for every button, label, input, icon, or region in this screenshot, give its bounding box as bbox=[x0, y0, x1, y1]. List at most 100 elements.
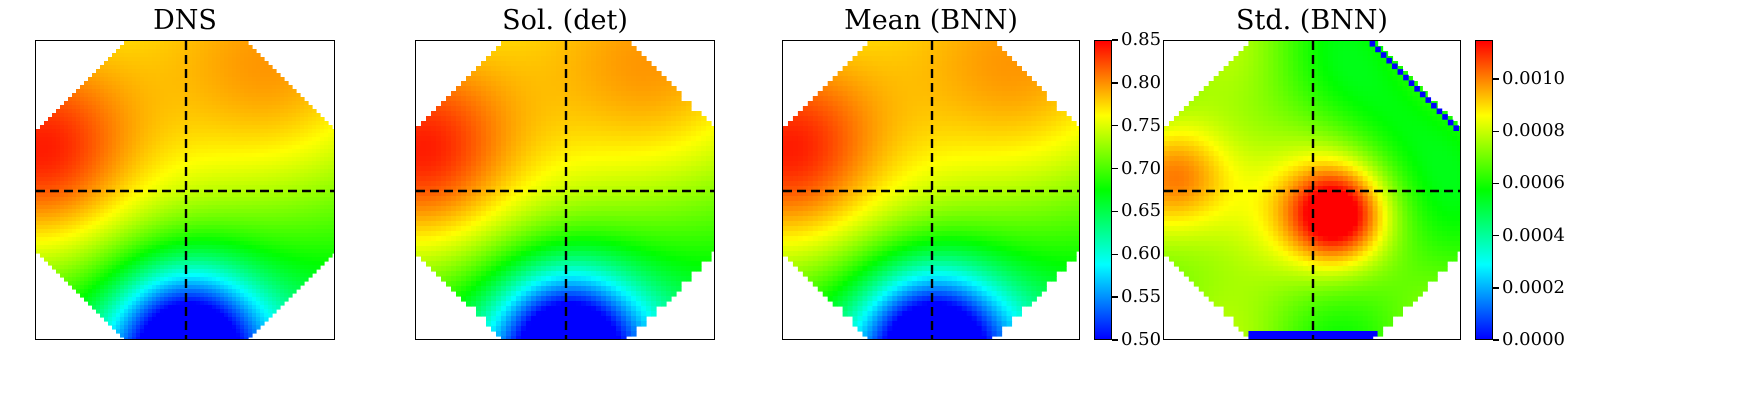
field-cell bbox=[124, 57, 129, 62]
field-cell bbox=[52, 165, 57, 170]
field-cell bbox=[324, 165, 329, 170]
field-cell bbox=[116, 241, 121, 246]
field-cell bbox=[140, 73, 145, 78]
field-cell bbox=[92, 293, 97, 298]
field-cell bbox=[92, 289, 97, 294]
field-cell bbox=[152, 317, 157, 322]
field-cell bbox=[68, 109, 73, 114]
field-cell bbox=[252, 261, 257, 266]
field-cell bbox=[308, 161, 313, 166]
field-cell bbox=[136, 201, 141, 206]
field-cell bbox=[264, 277, 269, 282]
field-cell bbox=[176, 293, 181, 298]
field-cell bbox=[68, 261, 73, 266]
field-cell bbox=[312, 157, 317, 162]
field-cell bbox=[140, 253, 145, 258]
field-cell bbox=[160, 69, 165, 74]
field-cell bbox=[164, 57, 169, 62]
field-cell bbox=[268, 97, 273, 102]
field-cell bbox=[224, 317, 229, 322]
field-cell bbox=[288, 225, 293, 230]
field-cell bbox=[316, 169, 321, 174]
field-cell bbox=[192, 277, 197, 282]
field-cell bbox=[300, 161, 305, 166]
field-cell bbox=[128, 285, 133, 290]
field-cell bbox=[232, 185, 237, 190]
field-cell bbox=[148, 117, 153, 122]
field-cell bbox=[204, 337, 209, 339]
field-cell bbox=[268, 229, 273, 234]
field-cell bbox=[256, 157, 261, 162]
field-cell bbox=[304, 277, 309, 282]
field-cell bbox=[96, 125, 101, 130]
field-cell bbox=[124, 49, 129, 54]
field-cell bbox=[76, 257, 81, 262]
field-cell bbox=[40, 137, 45, 142]
field-cell bbox=[224, 285, 229, 290]
field-cell bbox=[236, 69, 241, 74]
field-cell bbox=[152, 309, 157, 314]
field-cell bbox=[128, 193, 133, 198]
field-cell bbox=[164, 249, 169, 254]
field-cell bbox=[160, 329, 165, 334]
field-cell bbox=[52, 209, 57, 214]
field-cell bbox=[140, 125, 145, 130]
field-cell bbox=[224, 221, 229, 226]
field-cell bbox=[224, 85, 229, 90]
field-cell bbox=[204, 169, 209, 174]
field-cell bbox=[288, 293, 293, 298]
field-cell bbox=[152, 261, 157, 266]
field-cell bbox=[316, 201, 321, 206]
field-cell bbox=[224, 201, 229, 206]
field-cell bbox=[284, 197, 289, 202]
field-cell bbox=[100, 125, 105, 130]
field-cell bbox=[176, 325, 181, 330]
field-cell bbox=[208, 145, 213, 150]
field-cell bbox=[216, 273, 221, 278]
field-cell bbox=[296, 273, 301, 278]
field-cell bbox=[256, 89, 261, 94]
field-cell bbox=[100, 229, 105, 234]
field-cell bbox=[256, 177, 261, 182]
field-cell bbox=[188, 61, 193, 66]
field-cell bbox=[104, 117, 109, 122]
field-cell bbox=[180, 105, 185, 110]
field-cell bbox=[596, 56, 602, 62]
field-cell bbox=[200, 157, 205, 162]
field-cell bbox=[268, 201, 273, 206]
field-cell bbox=[176, 109, 181, 114]
field-cell bbox=[52, 233, 57, 238]
field-cell bbox=[92, 93, 97, 98]
field-cell bbox=[148, 257, 153, 262]
field-cell bbox=[152, 125, 157, 130]
field-cell bbox=[100, 69, 105, 74]
field-cell bbox=[228, 269, 233, 274]
field-cell bbox=[316, 265, 321, 270]
field-cell bbox=[248, 269, 253, 274]
field-cell bbox=[124, 329, 129, 334]
field-cell bbox=[96, 217, 101, 222]
field-cell bbox=[168, 41, 173, 46]
field-cell bbox=[124, 165, 129, 170]
field-cell bbox=[200, 261, 205, 266]
field-cell bbox=[176, 289, 181, 294]
field-cell bbox=[308, 145, 313, 150]
field-cell bbox=[240, 273, 245, 278]
field-cell bbox=[116, 309, 121, 314]
field-cell bbox=[260, 65, 265, 70]
field-cell bbox=[268, 309, 273, 314]
field-cell bbox=[192, 233, 197, 238]
field-cell bbox=[140, 165, 145, 170]
field-cell bbox=[188, 321, 193, 326]
field-cell bbox=[152, 105, 157, 110]
field-cell bbox=[160, 177, 165, 182]
field-cell bbox=[192, 73, 197, 78]
field-cell bbox=[268, 265, 273, 270]
field-cell bbox=[180, 133, 185, 138]
field-cell bbox=[176, 193, 181, 198]
field-cell bbox=[292, 117, 297, 122]
field-cell bbox=[240, 277, 245, 282]
field-cell bbox=[132, 261, 137, 266]
field-cell bbox=[256, 97, 261, 102]
field-cell bbox=[160, 129, 165, 134]
